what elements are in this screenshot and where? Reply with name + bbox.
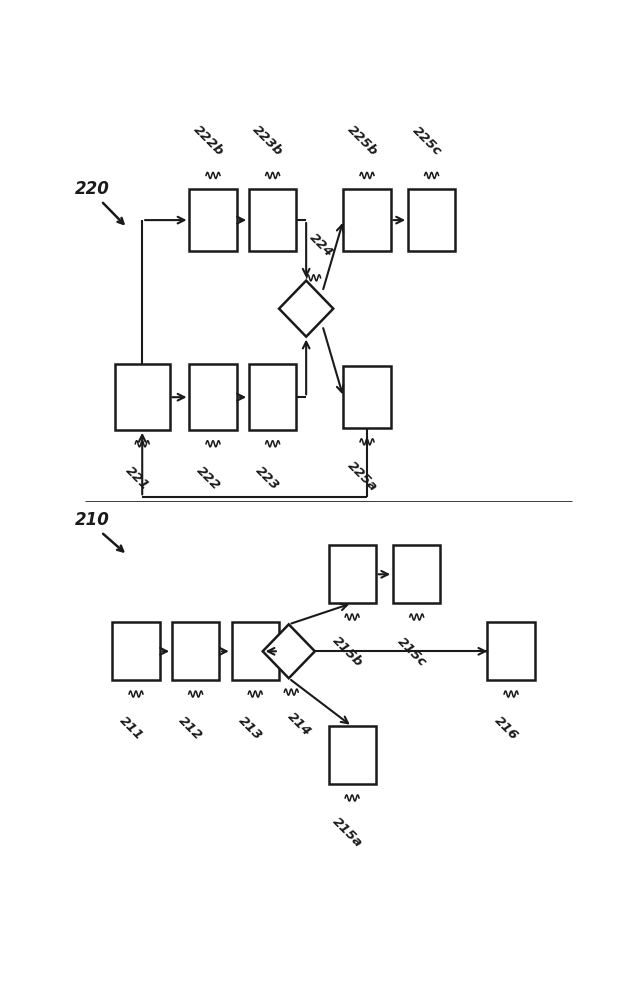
- Text: 215b: 215b: [329, 634, 365, 669]
- Bar: [344, 189, 390, 251]
- Text: 213: 213: [236, 714, 265, 743]
- Text: 212: 212: [176, 714, 205, 743]
- Bar: [393, 545, 440, 603]
- Text: 225b: 225b: [344, 123, 380, 159]
- Bar: [249, 189, 296, 251]
- Bar: [408, 189, 455, 251]
- Bar: [190, 364, 237, 430]
- Bar: [344, 366, 390, 428]
- Text: 224: 224: [306, 231, 335, 260]
- Bar: [115, 364, 169, 430]
- Text: 223b: 223b: [250, 123, 285, 159]
- Text: 211: 211: [117, 714, 146, 743]
- Bar: [328, 545, 376, 603]
- Text: 210: 210: [75, 511, 110, 529]
- Text: 222: 222: [194, 464, 222, 493]
- Text: 225a: 225a: [344, 459, 379, 494]
- Bar: [328, 726, 376, 784]
- Polygon shape: [279, 281, 333, 337]
- Bar: [190, 189, 237, 251]
- Text: 225c: 225c: [410, 124, 444, 158]
- Text: 221: 221: [123, 464, 152, 493]
- Text: 215a: 215a: [329, 815, 365, 850]
- Bar: [112, 622, 160, 680]
- Text: 214: 214: [285, 710, 313, 739]
- Text: 216: 216: [492, 714, 520, 743]
- Text: 223: 223: [253, 464, 282, 493]
- Bar: [172, 622, 219, 680]
- Bar: [249, 364, 296, 430]
- Polygon shape: [263, 624, 315, 678]
- Text: 215c: 215c: [394, 634, 429, 669]
- Text: 220: 220: [75, 180, 110, 198]
- Bar: [487, 622, 535, 680]
- Text: 222b: 222b: [190, 123, 226, 159]
- Bar: [231, 622, 279, 680]
